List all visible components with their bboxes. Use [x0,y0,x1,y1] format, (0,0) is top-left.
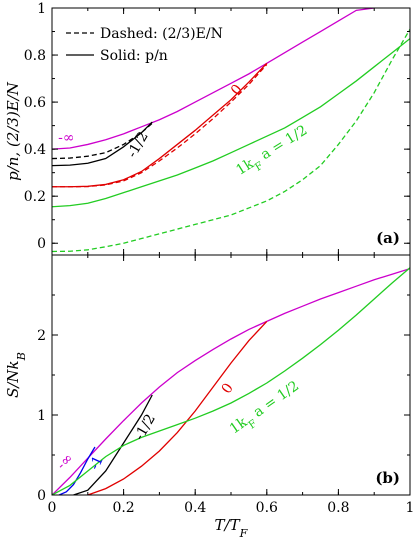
series-line-a-0 [52,8,375,150]
series-line-a-5 [52,38,410,208]
series-line-a-1 [52,121,153,167]
x-tick-label: 1 [406,500,415,516]
x-tick-label: 0 [48,500,57,516]
series-line-a-2 [52,122,153,160]
y-tick-label: 1 [37,1,46,17]
y-tick-label: 0.4 [24,142,46,158]
series-line-b-2 [73,394,153,495]
curve-annotation: 0 [219,380,237,396]
panel-label-b: (b) [375,469,400,487]
x-axis-label: T/TF [215,516,249,540]
curve-annotation: 1kF a = 1/2 [227,378,305,441]
plot-frame-b [51,254,411,496]
curve-annotation: 1kF a = 1/2 [233,122,313,183]
series-line-b-0 [52,267,410,495]
curve-annotation: -1/2 [124,129,151,161]
series-line-b-3 [87,320,268,495]
curve-annotation: -∞ [54,450,77,473]
plot-frame-a [51,7,411,256]
x-tick-label: 0.8 [327,500,349,516]
x-tick-label: 0.4 [184,500,206,516]
curve-annotation: 0 [228,82,246,99]
series-line-a-6 [52,28,410,253]
y-tick-label: 0 [37,488,46,504]
legend-entry: Dashed: (2/3)E/N [100,26,223,42]
x-tick-label: 0.2 [112,500,134,516]
y-tick-label: 0.2 [24,189,46,205]
panel-a: 0 0.2 0.4 0.6 0.8 1 p/n, (2/3)E/N (a) Dashed: (2… [4,1,411,256]
x-tick-label: 0.6 [256,500,278,516]
legend-entry: Solid: p/n [100,48,168,64]
y-tick-label: 0.8 [24,48,46,64]
y-axis-label-a: p/n, (2/3)E/N [4,81,22,181]
curve-annotation: -∞ [58,130,74,146]
series-line-b-4 [52,267,410,495]
y-tick-label: 1 [37,408,46,424]
y-tick-label: 2 [37,328,46,344]
curve-annotation: -1/2 [131,412,158,444]
series-line-a-4 [52,64,268,188]
y-tick-label: 0 [37,236,46,252]
curve-annotation: -1 [87,453,107,472]
series-line-b-1 [58,446,96,495]
y-tick-label: 0.6 [24,95,46,111]
panel-label-a: (a) [376,229,400,247]
y-axis-label-b: S/NkB [4,352,28,398]
